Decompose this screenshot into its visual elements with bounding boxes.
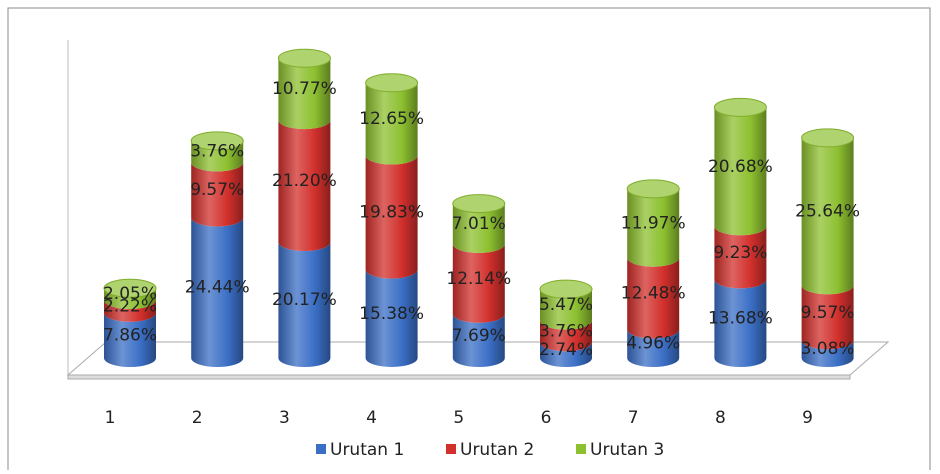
bar-segment: [627, 188, 680, 267]
bar-segment: [452, 203, 505, 253]
data-label: 12.65%: [359, 109, 424, 129]
bar-segment: [452, 243, 505, 323]
legend-swatch: [576, 444, 586, 454]
bar-segment: [104, 288, 156, 310]
bar-segment: [104, 312, 156, 367]
bar-segment: [540, 342, 592, 367]
bar-segment: [801, 285, 854, 350]
legend-swatch: [446, 444, 456, 454]
x-tick-label: 6: [541, 408, 552, 428]
data-label: 7.01%: [452, 214, 506, 234]
bar-segment: [278, 120, 331, 252]
data-label: 21.20%: [272, 171, 337, 191]
bar-segment: [714, 226, 767, 289]
data-label: 5.47%: [539, 295, 593, 315]
x-tick-label: 4: [366, 408, 377, 428]
data-label: 3.76%: [190, 142, 244, 162]
bar-segment: [365, 82, 418, 165]
bar-segment: [104, 300, 156, 322]
data-label: 25.64%: [795, 202, 860, 222]
data-label: 9.23%: [713, 243, 767, 263]
bar-top: [365, 73, 419, 93]
bar-segment: [452, 313, 505, 367]
data-label: 15.38%: [359, 304, 424, 324]
data-label: 10.77%: [272, 79, 337, 99]
bar-top: [539, 279, 593, 299]
bar-top: [452, 194, 506, 214]
data-label: 7.86%: [103, 325, 157, 345]
x-tick-label: 5: [453, 408, 464, 428]
data-label: 2.05%: [103, 284, 157, 304]
data-label: 20.17%: [272, 290, 337, 310]
data-label: 20.68%: [708, 157, 773, 177]
data-label: 3.76%: [539, 321, 593, 341]
bar-top: [103, 278, 157, 298]
bar-segment: [540, 320, 592, 352]
bar-segment: [714, 107, 767, 236]
bar-segment: [191, 140, 244, 172]
legend-label: Urutan 2: [460, 440, 534, 460]
bar-top: [626, 179, 680, 199]
bar-segment: [365, 269, 418, 367]
data-label: 4.96%: [626, 334, 680, 354]
data-label: 3.08%: [801, 339, 855, 359]
bar-segment: [191, 162, 244, 227]
x-tick-label: 9: [802, 408, 813, 428]
legend-label: Urutan 1: [330, 440, 404, 460]
bar-segment: [627, 257, 680, 339]
floor-edge: [67, 374, 851, 380]
bar-segment: [191, 217, 244, 367]
bar-segment: [540, 289, 592, 330]
bar-segment: [801, 137, 854, 295]
bar-segment: [278, 242, 331, 367]
x-tick-label: 3: [279, 408, 290, 428]
data-label: 11.97%: [621, 213, 686, 233]
bar-segment: [278, 58, 331, 130]
bar-top: [277, 48, 331, 68]
x-tick-label: 8: [715, 408, 726, 428]
legend-label: Urutan 3: [590, 440, 664, 460]
data-label: 19.83%: [359, 203, 424, 223]
chart-frame: [7, 7, 931, 474]
bar-segment: [627, 329, 680, 367]
data-label: 9.57%: [190, 180, 244, 200]
data-label: 9.57%: [801, 303, 855, 323]
bar-top: [190, 131, 244, 151]
bar-segment: [801, 340, 854, 367]
bar-segment: [365, 155, 418, 279]
data-label: 2.22%: [103, 296, 157, 316]
x-tick-label: 1: [105, 408, 116, 428]
data-label: 12.48%: [621, 284, 686, 304]
x-tick-label: 7: [628, 408, 639, 428]
data-label: 13.68%: [708, 309, 773, 329]
data-label: 12.14%: [446, 269, 511, 289]
bar-segment: [714, 279, 767, 367]
data-label: 24.44%: [185, 278, 250, 298]
bar-top: [713, 97, 767, 117]
legend-swatch: [316, 444, 326, 454]
data-label: 7.69%: [452, 326, 506, 346]
x-tick-label: 2: [192, 408, 203, 428]
data-label: 2.74%: [539, 340, 593, 360]
bar-top: [801, 128, 855, 148]
